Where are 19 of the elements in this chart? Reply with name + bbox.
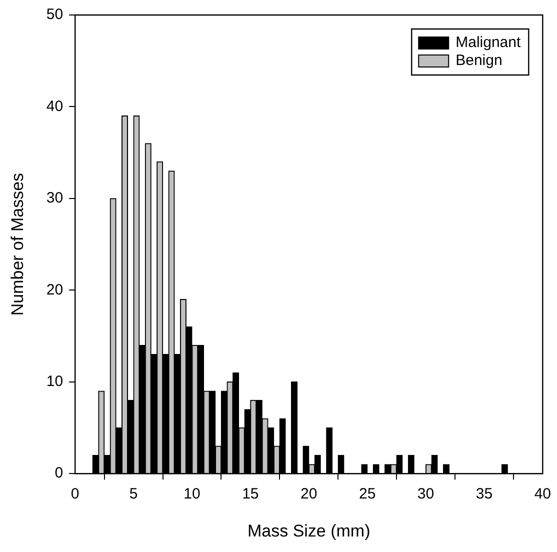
x-tick-label: 30: [417, 486, 434, 503]
y-tick-label: 20: [46, 281, 64, 298]
x-tick-label: 15: [242, 486, 259, 503]
x-tick-label: 25: [358, 486, 376, 503]
x-axis-title: Mass Size (mm): [247, 521, 370, 540]
legend-label: Malignant: [456, 34, 522, 52]
y-tick-label: 10: [46, 373, 64, 390]
y-tick-label: 50: [46, 6, 64, 24]
x-tick-label: 5: [129, 486, 138, 503]
y-axis-title: Number of Masses: [8, 172, 27, 316]
y-tick-label: 0: [54, 464, 64, 482]
y-tick-label: 40: [46, 98, 64, 115]
x-tick-label: 20: [300, 486, 318, 503]
y-tick-label: 30: [46, 190, 64, 207]
x-tick-label: 10: [184, 486, 200, 503]
legend-label: Benign: [456, 52, 502, 70]
x-tick-label: 35: [476, 486, 493, 503]
x-tick-label: 0: [70, 486, 80, 503]
x-tick-label: 40: [534, 486, 551, 503]
